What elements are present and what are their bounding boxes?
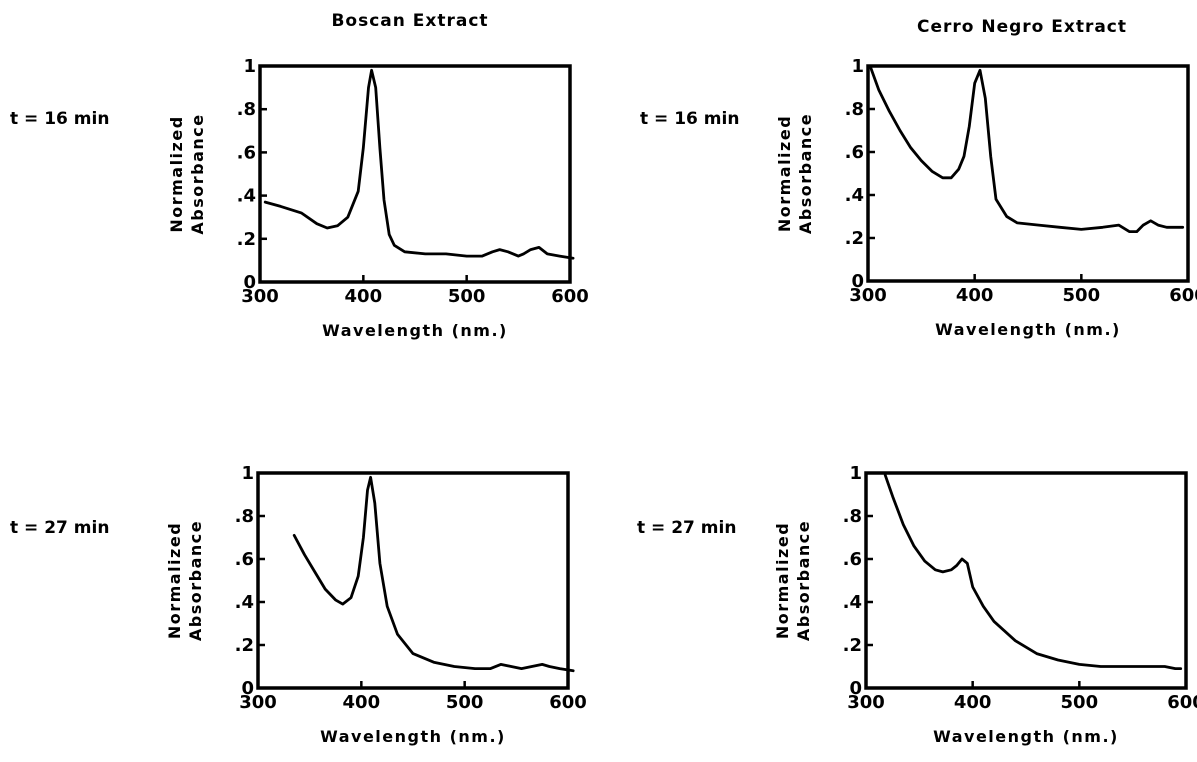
chart-2-y-axis-label-0: Normalized	[165, 522, 184, 639]
chart-2-y-tick-label-3: .6	[235, 549, 254, 570]
chart-1-y-axis-label-1: Absorbance	[796, 113, 815, 234]
chart-2-x-tick-label-0: 300	[239, 692, 277, 713]
chart-2-y-axis-label-1: Absorbance	[186, 520, 205, 641]
chart-3-x-tick-label-0: 300	[847, 692, 885, 713]
chart-0-y-axis-label-1: Absorbance	[188, 113, 207, 234]
chart-1-x-axis-label: Wavelength (nm.)	[935, 320, 1121, 339]
chart-3-series-line	[883, 473, 1183, 670]
chart-1-y-tick-label-1: .2	[845, 228, 864, 249]
chart-1-time-label: t = 16 min	[640, 109, 739, 129]
column-title-cerro-negro: Cerro Negro Extract	[917, 17, 1127, 37]
chart-0-y-tick-label-4: .8	[237, 99, 256, 120]
chart-2-x-axis-label: Wavelength (nm.)	[320, 727, 506, 746]
panel-cerro-negro-16min: t = 16 min 300 400 500 600 0 .2 .4 .6 .8 1 Waveleng…	[640, 56, 1197, 339]
chart-2-y-tick-label-5: 1	[241, 463, 254, 484]
chart-3-y-tick-label-5: 1	[849, 463, 862, 484]
chart-3-x-tick-label-1: 400	[954, 692, 992, 713]
chart-0-y-axis-label-0: Normalized	[167, 115, 186, 232]
panel-boscan-16min: t = 16 min 300 400 500 600 0 .2 .4 .6 .8 1 Waveleng…	[10, 56, 589, 340]
chart-0-y-tick-label-5: 1	[243, 56, 256, 77]
chart-1-plot-frame	[866, 64, 1190, 283]
chart-0-series-line	[263, 68, 575, 260]
panel-cerro-negro-27min: t = 27 min 300 400 500 600 0 .2 .4 .6 .8 1 Waveleng…	[637, 463, 1197, 746]
chart-3-plot-frame	[864, 471, 1188, 690]
chart-3-y-tick-label-1: .2	[843, 635, 862, 656]
chart-3-y-axis-label-1: Absorbance	[794, 520, 813, 641]
chart-1-x-tick-label-1: 400	[956, 285, 994, 306]
column-title-boscan: Boscan Extract	[331, 11, 488, 31]
chart-0-x-tick-label-0: 300	[241, 286, 279, 307]
chart-3-y-tick-label-4: .8	[843, 506, 862, 527]
chart-1-y-tick-label-3: .6	[845, 142, 864, 163]
chart-2-time-label: t = 27 min	[10, 518, 109, 538]
chart-3-time-label: t = 27 min	[637, 518, 736, 538]
chart-0-y-tick-label-1: .2	[237, 229, 256, 250]
chart-3-y-axis-label-0: Normalized	[773, 522, 792, 639]
chart-2-series-line	[292, 475, 575, 673]
chart-1-y-tick-label-4: .8	[845, 99, 864, 120]
chart-0-x-axis-label: Wavelength (nm.)	[322, 321, 508, 340]
chart-0-x-tick-label-2: 500	[448, 286, 486, 307]
chart-0-plot-frame	[258, 64, 572, 284]
chart-0-y-tick-label-0: 0	[243, 272, 256, 293]
chart-1-x-tick-label-0: 300	[849, 285, 887, 306]
chart-1-y-tick-label-2: .4	[845, 185, 864, 206]
chart-1-x-tick-label-3: 600	[1169, 285, 1197, 306]
chart-2-y-tick-label-1: .2	[235, 635, 254, 656]
chart-2-x-tick-label-3: 600	[549, 692, 587, 713]
chart-3-x-tick-label-3: 600	[1167, 692, 1197, 713]
chart-1-x-tick-label-2: 500	[1063, 285, 1101, 306]
chart-3-y-tick-label-3: .6	[843, 549, 862, 570]
chart-1-y-tick-label-0: 0	[851, 271, 864, 292]
chart-0-time-label: t = 16 min	[10, 109, 109, 129]
chart-2-x-tick-label-2: 500	[446, 692, 484, 713]
chart-1-series-line	[868, 64, 1185, 233]
chart-1-y-axis-label-0: Normalized	[775, 115, 794, 232]
chart-0-x-tick-label-1: 400	[345, 286, 383, 307]
chart-2-x-tick-label-1: 400	[343, 692, 381, 713]
chart-0-y-tick-label-2: .4	[237, 186, 256, 207]
chart-1-y-tick-label-5: 1	[851, 56, 864, 77]
chart-2-y-tick-label-2: .4	[235, 592, 254, 613]
chart-3-y-tick-label-2: .4	[843, 592, 862, 613]
chart-3-x-tick-label-2: 500	[1061, 692, 1099, 713]
chart-3-y-tick-label-0: 0	[849, 678, 862, 699]
chart-0-y-tick-label-3: .6	[237, 142, 256, 163]
chart-2-y-tick-label-4: .8	[235, 506, 254, 527]
chart-2-y-tick-label-0: 0	[241, 678, 254, 699]
chart-3-x-axis-label: Wavelength (nm.)	[933, 727, 1119, 746]
chart-2-plot-frame	[256, 471, 570, 690]
panel-boscan-27min: t = 27 min 300 400 500 600 0 .2 .4 .6 .8 1 Waveleng…	[10, 463, 587, 746]
chart-0-x-tick-label-3: 600	[551, 286, 589, 307]
